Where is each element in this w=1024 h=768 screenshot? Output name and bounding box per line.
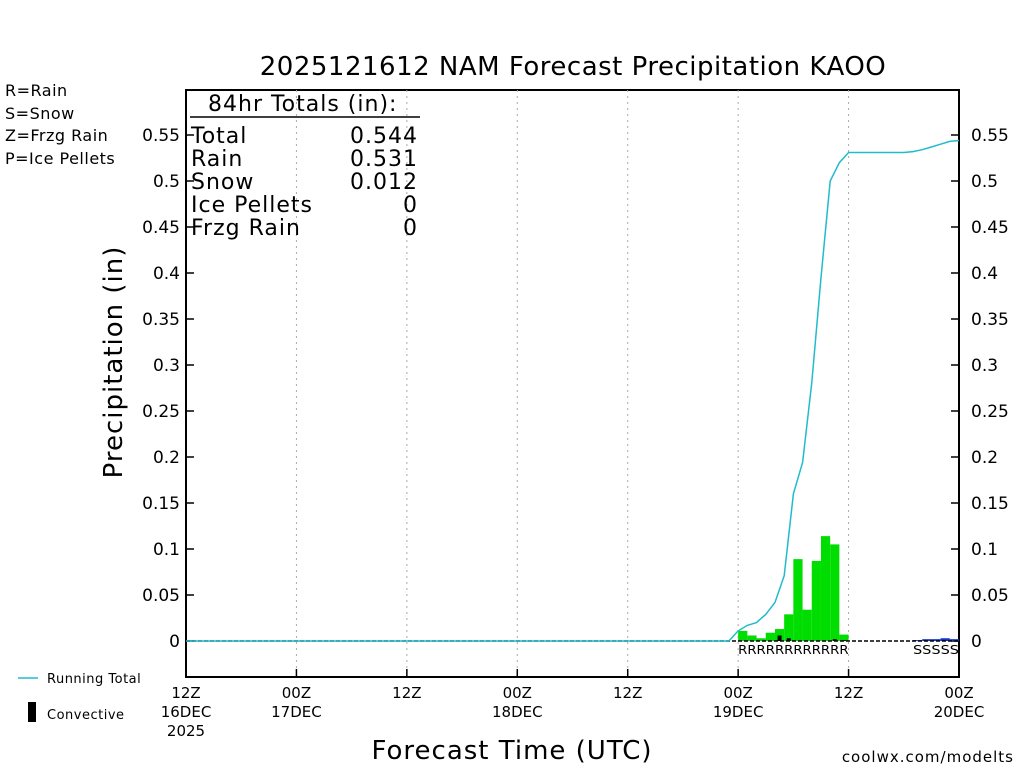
y-tick-label: 0.1	[971, 540, 998, 560]
totals-row-value: 0	[403, 216, 418, 241]
totals-row-label: Total	[190, 124, 247, 149]
ptype-labels: RRRRRRRRRRRR SSSSS	[738, 643, 959, 657]
totals-row-value: 0.531	[350, 147, 418, 172]
rain-bar	[738, 630, 748, 641]
y-tick-label: 0.5	[153, 172, 180, 192]
totals-row-value: 0.012	[350, 170, 418, 195]
y-tick-label: 0.45	[971, 218, 1009, 238]
x-tick-label: 12Z	[613, 684, 642, 702]
totals-row-label: Snow	[191, 170, 254, 195]
totals-row-label: Rain	[191, 147, 243, 172]
ptype-legend: R=Rain S=Snow Z=Frzg Rain P=Ice Pellets	[5, 81, 115, 168]
x-tick-label: 12Z	[834, 684, 863, 702]
x-tick-label: 18DEC	[492, 703, 543, 721]
x-tick-label: 20DEC	[934, 703, 985, 721]
x-tick-label: 00Z	[282, 684, 311, 702]
rain-bars	[738, 536, 849, 641]
y-tick-label: 0.05	[142, 586, 180, 606]
convective-legend-label: Convective	[47, 708, 125, 723]
snow-bar	[931, 639, 941, 641]
rain-bar	[774, 629, 785, 641]
y-tick-label: 0.55	[142, 126, 180, 146]
snow-bar	[912, 640, 923, 642]
ptype-label: RRRRRRRRRRRR	[738, 643, 848, 657]
snow-bar	[949, 639, 959, 641]
x-tick-label: 19DEC	[713, 703, 764, 721]
convective-bar	[832, 639, 837, 641]
y-axis-label: Precipitation (in)	[99, 246, 129, 479]
snow-bars	[912, 638, 959, 642]
running-total-legend-label: Running Total	[47, 672, 141, 687]
y-tick-label: 0.15	[971, 494, 1009, 514]
y-tick-label: 0.3	[153, 356, 180, 376]
rain-bar	[784, 614, 794, 641]
rain-bar	[747, 635, 757, 641]
bottom-legend: Running Total Convective	[18, 672, 141, 723]
rain-bar	[839, 634, 849, 641]
snow-bar	[922, 639, 932, 641]
y-tick-label: 0.35	[971, 310, 1009, 330]
rain-bar	[830, 544, 840, 641]
running-total-line	[186, 139, 960, 642]
y-tick-label: 0.2	[153, 448, 180, 468]
x-axis-label: Forecast Time (UTC)	[371, 736, 652, 766]
y-tick-label: 0.25	[142, 402, 180, 422]
snow-bar	[940, 638, 950, 641]
y-tick-label: 0.25	[971, 402, 1009, 422]
chart-title: 2025121612 NAM Forecast Precipitation KA…	[260, 52, 887, 82]
totals-row-label: Frzg Rain	[191, 216, 301, 241]
y-tick-label: 0.55	[971, 126, 1009, 146]
credit-text: coolwx.com/modelts	[842, 748, 1014, 766]
x-tick-label: 00Z	[723, 684, 752, 702]
y-tick-label: 0.3	[971, 356, 998, 376]
y-tick-label: 0.15	[142, 494, 180, 514]
y-tick-label: 0.35	[142, 310, 180, 330]
y-tick-label: 0.45	[142, 218, 180, 238]
y-tick-label: 0.5	[971, 172, 998, 192]
totals-heading: 84hr Totals (in):	[208, 92, 397, 117]
y-tick-label: 0.4	[153, 264, 180, 284]
x-tick-label: 17DEC	[271, 703, 322, 721]
x-tick-label: 00Z	[503, 684, 532, 702]
totals-box: 84hr Totals (in): Total 0.544 Rain 0.531…	[190, 92, 420, 241]
legend-ice-pellets-label: P=Ice Pellets	[5, 149, 115, 168]
totals-row-label: Ice Pellets	[191, 193, 313, 218]
y-tick-label: 0	[169, 632, 180, 652]
rain-bar	[802, 609, 812, 641]
legend-rain-label: R=Rain	[5, 81, 68, 100]
totals-row-value: 0	[403, 193, 418, 218]
x-tick-label: 12Z	[392, 684, 421, 702]
rain-bar	[811, 560, 821, 641]
y-tick-label: 0.4	[971, 264, 998, 284]
y-tick-label: 0.2	[971, 448, 998, 468]
x-tick-label: 16DEC	[161, 703, 212, 721]
x-tick-label: 00Z	[944, 684, 973, 702]
x-tick-label: 12Z	[171, 684, 200, 702]
x-tick-label: 2025	[167, 722, 205, 740]
convective-swatch	[28, 702, 36, 722]
plot-frame	[185, 89, 960, 678]
ptype-label: SSSSS	[913, 643, 959, 657]
y-tick-label: 0.1	[153, 540, 180, 560]
totals-row-value: 0.544	[350, 124, 418, 149]
y-tick-label: 0.05	[971, 586, 1009, 606]
y-axis-right: 0 0.05 0.1 0.15 0.2 0.25 0.3 0.35 0.4 0.45 0.5 0.55	[951, 126, 1009, 652]
y-tick-label: 0	[971, 632, 982, 652]
rain-bar	[793, 559, 803, 641]
legend-snow-label: S=Snow	[5, 104, 75, 123]
convective-bar	[786, 638, 791, 641]
vertical-gridlines	[295, 90, 850, 677]
rain-bar	[756, 638, 766, 641]
convective-bar	[777, 635, 782, 641]
rain-bar	[765, 632, 775, 641]
rain-bar	[820, 536, 831, 641]
y-axis-left: 0 0.05 0.1 0.15 0.2 0.25 0.3 0.35 0.4 0.45 0.5 0.55	[142, 126, 194, 652]
legend-frzg-rain-label: Z=Frzg Rain	[5, 126, 108, 145]
